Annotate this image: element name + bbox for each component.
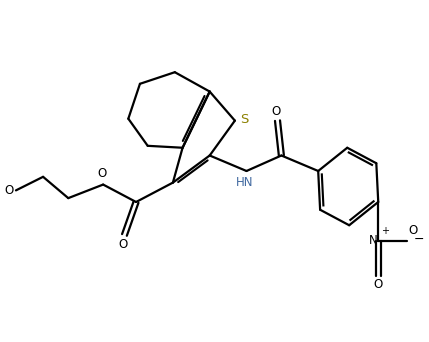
Text: N: N	[369, 234, 378, 247]
Text: O: O	[271, 105, 280, 118]
Text: O: O	[408, 224, 417, 237]
Text: +: +	[381, 226, 390, 236]
Text: O: O	[374, 278, 383, 291]
Text: O: O	[98, 167, 107, 180]
Text: −: −	[414, 233, 424, 246]
Text: S: S	[240, 113, 248, 126]
Text: HN: HN	[236, 176, 253, 189]
Text: O: O	[118, 238, 127, 251]
Text: O: O	[5, 184, 14, 197]
